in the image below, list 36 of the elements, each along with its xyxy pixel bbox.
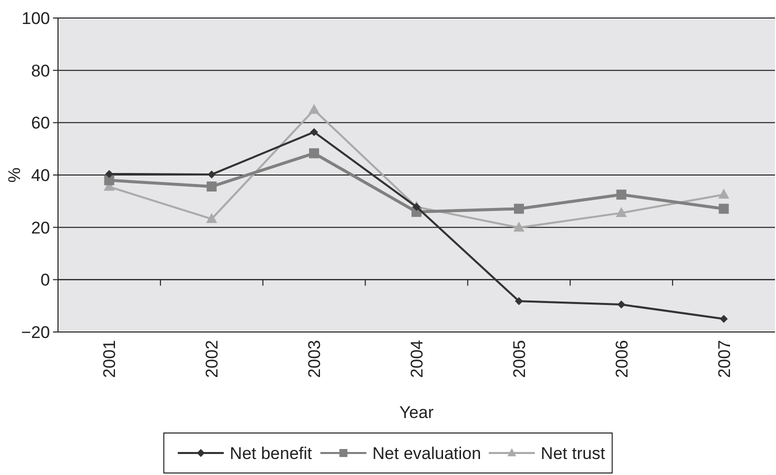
- x-tick-label: 2007: [714, 340, 734, 378]
- y-tick-label: −20: [21, 322, 50, 342]
- point: [718, 188, 730, 199]
- y-tick-label: 80: [31, 61, 50, 80]
- y-tick-label: 20: [31, 218, 50, 238]
- x-tick-label: 2001: [100, 340, 120, 378]
- y-tick-label: 0: [40, 270, 50, 290]
- x-tick-label: 2006: [612, 340, 632, 378]
- point: [105, 170, 114, 178]
- x-tick-label: 2002: [202, 340, 222, 378]
- point: [310, 128, 318, 136]
- point: [208, 170, 216, 178]
- x-tick-label: 2004: [408, 340, 426, 378]
- point: [514, 297, 523, 306]
- point: [104, 175, 114, 186]
- y-tick-label: 60: [31, 114, 50, 133]
- y-axis-title: %: [5, 167, 24, 183]
- point: [206, 212, 218, 223]
- legend-label: Net evaluation: [372, 444, 482, 463]
- y-tick-label: 40: [31, 166, 50, 185]
- point: [206, 182, 217, 192]
- legend-label: Net benefit: [230, 444, 312, 463]
- point: [616, 206, 627, 217]
- point: [617, 300, 626, 309]
- point: [718, 204, 729, 214]
- point: [616, 190, 626, 200]
- x-tick-label: 2003: [305, 340, 324, 378]
- legend-label: Net trust: [540, 444, 606, 463]
- y-tick-label: 100: [22, 8, 50, 28]
- point: [514, 204, 524, 214]
- x-tick-label: 2005: [510, 340, 529, 378]
- point: [308, 104, 320, 114]
- point: [720, 314, 728, 323]
- x-axis-title: Year: [399, 403, 434, 422]
- point: [513, 222, 524, 232]
- point: [309, 148, 320, 158]
